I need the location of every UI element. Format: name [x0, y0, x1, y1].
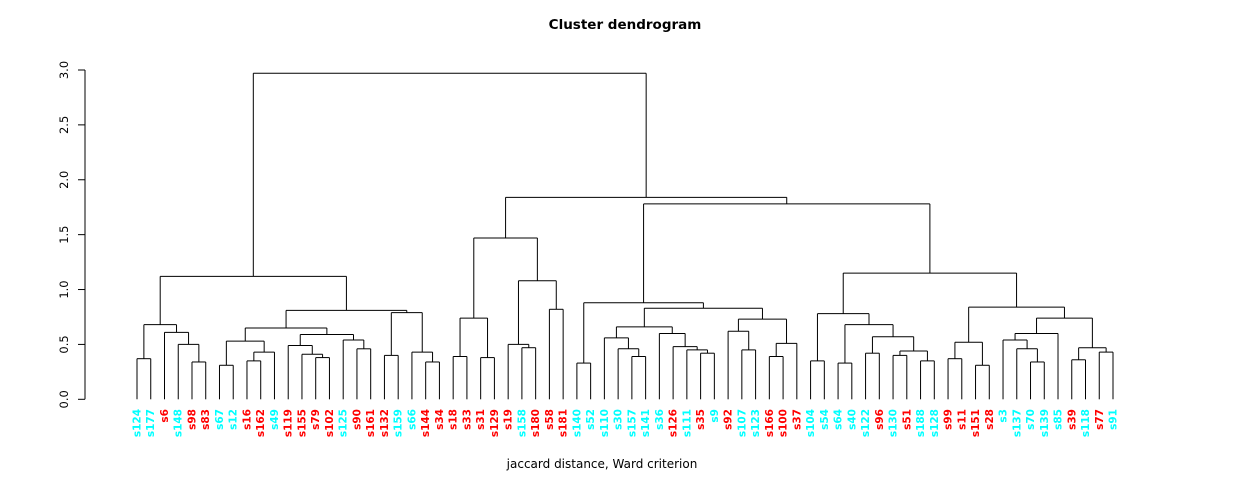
leaf-label: s85: [1053, 409, 1065, 430]
leaf-label: s40: [846, 409, 858, 430]
y-axis-tick-label: 3.0: [57, 61, 71, 79]
leaf-label: s155: [296, 409, 308, 437]
leaf-label: s144: [420, 409, 432, 437]
leaf-label: s140: [571, 409, 583, 437]
leaf-label: s129: [489, 409, 501, 437]
y-axis: 0.0 0.5 1.0 1.5 2.0 2.5 3.0: [57, 61, 86, 408]
leaf-label: s3: [998, 409, 1010, 423]
y-axis-tick-label: 2.5: [57, 116, 71, 134]
leaf-label: s151: [970, 409, 982, 437]
leaf-label: s99: [943, 409, 955, 430]
leaf-label: s107: [736, 409, 748, 437]
leaf-label: s33: [461, 409, 473, 430]
leaf-label: s58: [544, 409, 556, 430]
leaf-label: s181: [558, 409, 570, 437]
leaf-label: s166: [764, 409, 776, 437]
leaf-label: s77: [1094, 409, 1106, 430]
leaf-label: s92: [723, 409, 735, 430]
leaf-label: s16: [241, 409, 253, 430]
leaf-label: s79: [310, 409, 322, 430]
leaf-label: s139: [1039, 409, 1051, 437]
leaf-label: s19: [503, 409, 515, 430]
leaf-label: s162: [255, 409, 267, 437]
leaf-label: s18: [448, 409, 460, 430]
y-axis-tick-label: 0.5: [57, 335, 71, 353]
leaf-label: s28: [984, 409, 996, 430]
leaf-label: s12: [228, 409, 240, 430]
leaf-label: s64: [833, 409, 845, 430]
leaf-label: s34: [434, 409, 446, 430]
leaf-label: s159: [393, 409, 405, 437]
y-axis-tick-label: 1.0: [57, 280, 71, 298]
chart-title: Cluster dendrogram: [548, 17, 702, 33]
leaf-label: s9: [709, 409, 721, 423]
leaf-label: s90: [351, 409, 363, 430]
leaf-label: s39: [1066, 409, 1078, 430]
leaf-label: s100: [778, 409, 790, 437]
leaf-label: s30: [613, 409, 625, 430]
x-axis-caption: jaccard distance, Ward criterion: [506, 457, 698, 471]
leaf-label: s177: [145, 409, 157, 437]
leaf-label: s118: [1080, 409, 1092, 437]
leaf-label: s49: [269, 409, 281, 430]
leaf-label: s70: [1025, 409, 1037, 430]
y-axis-tick-label: 1.5: [57, 225, 71, 243]
leaf-label: s158: [516, 409, 528, 437]
leaf-label: s180: [530, 409, 542, 437]
leaf-label: s119: [283, 409, 295, 437]
leaf-label: s52: [585, 409, 597, 430]
leaf-label: s122: [860, 409, 872, 437]
leaf-label: s137: [1011, 409, 1023, 437]
leaf-label: s83: [200, 409, 212, 430]
dendrogram-links: [136, 72, 1114, 400]
leaf-label: s98: [186, 409, 198, 430]
leaf-label: s124: [132, 409, 144, 437]
leaf-label: s161: [365, 409, 377, 437]
leaf-label: s6: [159, 409, 171, 423]
leaf-label: s66: [406, 409, 418, 430]
leaf-label: s36: [654, 409, 666, 430]
leaf-label: s188: [915, 409, 927, 437]
leaf-label: s126: [668, 409, 680, 437]
leaf-label: s54: [819, 409, 831, 430]
leaf-label: s123: [750, 409, 762, 437]
leaf-label: s31: [475, 409, 487, 430]
leaf-label: s130: [888, 409, 900, 437]
leaf-labels: s124 s177 s6 s148 s98 s83 s67 s12 s16 s162 s49 s119…: [132, 409, 1120, 437]
leaf-label: s11: [956, 409, 968, 430]
leaf-label: s67: [214, 409, 226, 430]
leaf-label: s157: [626, 409, 638, 437]
leaf-label: s111: [681, 409, 693, 437]
leaf-label: s35: [695, 409, 707, 430]
leaf-label: s37: [791, 409, 803, 430]
leaf-label: s110: [599, 409, 611, 437]
leaf-label: s51: [901, 409, 913, 430]
leaf-label: s132: [379, 409, 391, 437]
y-axis-tick-label: 0.0: [57, 390, 71, 408]
leaf-label: s125: [338, 409, 350, 437]
leaf-label: s104: [805, 409, 817, 437]
leaf-label: s102: [324, 409, 336, 437]
leaf-label: s96: [874, 409, 886, 430]
y-axis-tick-label: 2.0: [57, 171, 71, 189]
leaf-label: s91: [1108, 409, 1120, 430]
leaf-label: s141: [640, 409, 652, 437]
leaf-label: s148: [173, 409, 185, 437]
leaf-label: s128: [929, 409, 941, 437]
